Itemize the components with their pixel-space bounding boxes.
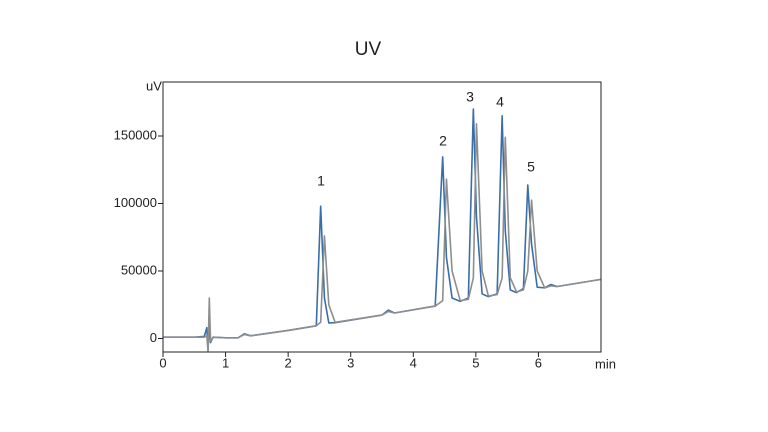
x-tick-label: 6 [535,355,542,370]
peak-label: 3 [466,89,474,105]
series-line [163,123,602,353]
peak-label: 2 [439,133,447,149]
plot-frame [162,81,602,353]
y-tick-label: 0 [150,330,157,345]
x-axis-label: min [595,356,616,371]
x-tick-label: 1 [222,355,229,370]
x-tick-label: 2 [285,355,292,370]
peak-label: 4 [496,94,504,110]
x-tick-label: 4 [410,355,417,370]
chart-title: UV [355,39,382,60]
peak-label: 1 [317,173,325,189]
x-tick-label: 0 [159,355,166,370]
peak-label: 5 [527,159,535,175]
y-tick-label: 150000 [114,127,157,142]
x-tick-label: 5 [472,355,479,370]
y-tick-label: 100000 [114,195,157,210]
x-tick-label: 3 [347,355,354,370]
y-tick-label: 50000 [121,262,157,277]
series-line [163,108,602,351]
y-axis-label: uV [146,78,162,93]
